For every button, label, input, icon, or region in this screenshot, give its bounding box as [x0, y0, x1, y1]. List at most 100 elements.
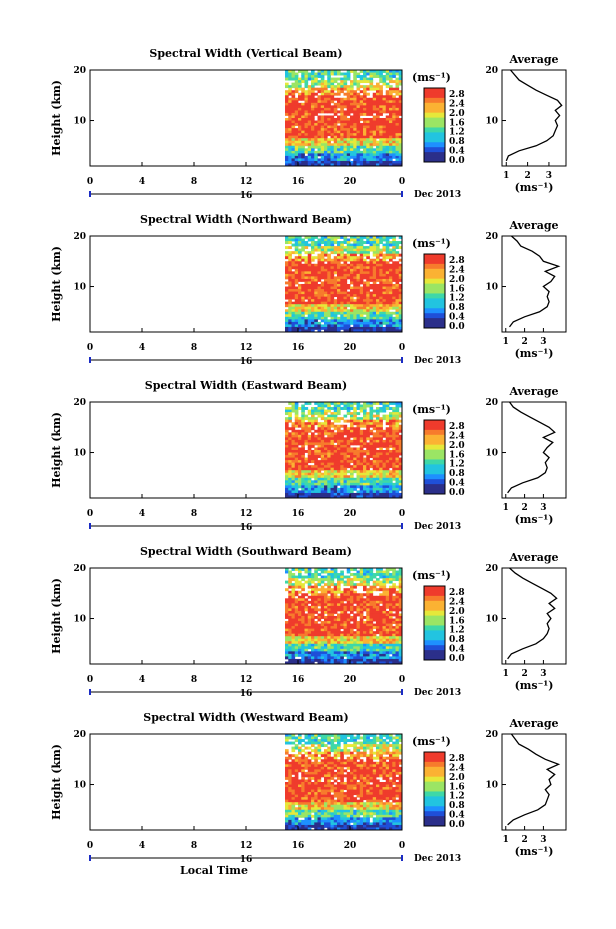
- heatmap-cell: [389, 135, 393, 139]
- heatmap-cell: [350, 636, 354, 640]
- heatmap-cell: [385, 477, 390, 481]
- heatmap-cell: [288, 329, 292, 333]
- heatmap-cell: [298, 570, 302, 574]
- heatmap-cell: [395, 289, 400, 292]
- heatmap-cell: [395, 636, 400, 640]
- heatmap-cell: [294, 651, 299, 655]
- heatmap-cell: [385, 123, 390, 126]
- heatmap-cell: [314, 437, 318, 441]
- heatmap-cell: [363, 301, 367, 305]
- heatmap-cell: [340, 160, 344, 164]
- heatmap-cell: [346, 419, 351, 423]
- heatmap-cell: [294, 241, 299, 244]
- heatmap-cell: [392, 573, 396, 576]
- heatmap-cell: [389, 432, 393, 436]
- heatmap-cell: [320, 633, 325, 637]
- heatmap-cell: [363, 628, 367, 632]
- heatmap-cell: [389, 241, 393, 244]
- heatmap-cell: [301, 648, 305, 652]
- heatmap-cell: [369, 412, 374, 416]
- heatmap-cell: [311, 490, 315, 494]
- heatmap-cell: [376, 580, 380, 584]
- heatmap-cell: [340, 621, 344, 624]
- heatmap-cell: [298, 643, 302, 647]
- heatmap-cell: [353, 309, 357, 313]
- heatmap-cell: [363, 636, 367, 640]
- heatmap-cell: [330, 600, 335, 604]
- heatmap-cell: [304, 261, 309, 265]
- heatmap-cell: [359, 278, 364, 282]
- heatmap-cell: [307, 123, 312, 126]
- heatmap-cell: [285, 268, 289, 272]
- heatmap-cell: [392, 241, 396, 244]
- heatmap-cell: [304, 158, 309, 162]
- heatmap-cell: [369, 140, 374, 144]
- heatmap-cell: [346, 311, 351, 315]
- heatmap-cell: [346, 140, 351, 144]
- heatmap-cell: [359, 485, 364, 489]
- heatmap-cell: [307, 261, 312, 265]
- heatmap-cell: [288, 482, 292, 486]
- heatmap-cell: [346, 70, 351, 73]
- heatmap-cell: [346, 465, 351, 469]
- heatmap-cell: [311, 605, 315, 609]
- heatmap-cell: [389, 72, 393, 76]
- heatmap-cell: [359, 631, 364, 635]
- heatmap-cell: [372, 487, 377, 491]
- heatmap-cell: [285, 626, 289, 630]
- heatmap-cell: [337, 402, 341, 405]
- heatmap-cell: [385, 296, 390, 300]
- heatmap-cell: [288, 263, 292, 267]
- heatmap-cell: [307, 568, 312, 571]
- heatmap-cell: [298, 490, 302, 494]
- heatmap-cell: [350, 452, 354, 456]
- heatmap-cell: [320, 258, 325, 262]
- x-tick-label: 4: [139, 343, 145, 353]
- heatmap-cell: [301, 238, 305, 242]
- heatmap-cell: [369, 80, 374, 84]
- heatmap-cell: [288, 628, 292, 632]
- heatmap-cell: [298, 457, 302, 461]
- heatmap-cell: [372, 573, 377, 576]
- heatmap-cell: [392, 613, 396, 617]
- heatmap-cell: [350, 329, 354, 333]
- heatmap-cell: [340, 646, 344, 650]
- heatmap-cell: [304, 102, 309, 106]
- heatmap-cell: [353, 281, 357, 285]
- heatmap-cell: [398, 628, 403, 632]
- heatmap-cell: [314, 248, 318, 252]
- heatmap-cell: [398, 616, 403, 619]
- heatmap-cell: [353, 414, 357, 418]
- heatmap-cell: [398, 266, 403, 270]
- heatmap-cell: [314, 575, 318, 579]
- heatmap-cell: [291, 110, 296, 114]
- heatmap-cell: [311, 82, 315, 86]
- heatmap-cell: [307, 304, 312, 308]
- heatmap-cell: [356, 100, 361, 104]
- heatmap-cell: [350, 588, 354, 592]
- heatmap-cell: [366, 633, 370, 637]
- heatmap-cell: [340, 326, 344, 330]
- heatmap-cell: [385, 301, 390, 305]
- heatmap-cell: [379, 623, 383, 627]
- heatmap-cell: [385, 261, 390, 265]
- heatmap-cell: [398, 110, 403, 114]
- heatmap-cell: [317, 480, 322, 484]
- heatmap-cell: [346, 130, 351, 134]
- heatmap-cell: [311, 150, 315, 154]
- heatmap-cell: [340, 256, 344, 260]
- heatmap-cell: [379, 417, 383, 421]
- heatmap-cell: [389, 158, 393, 162]
- heatmap-cell: [317, 407, 322, 410]
- heatmap-cell: [366, 294, 370, 298]
- heatmap-cell: [343, 419, 348, 423]
- heatmap-cell: [311, 263, 315, 267]
- heatmap-cell: [311, 618, 315, 622]
- heatmap-cell: [307, 102, 312, 106]
- heatmap-cell: [340, 648, 344, 652]
- heatmap-cell: [337, 412, 341, 416]
- heatmap-cell: [294, 120, 299, 124]
- heatmap-cell: [340, 573, 344, 576]
- heatmap-cell: [294, 123, 299, 126]
- heatmap-cell: [398, 296, 403, 300]
